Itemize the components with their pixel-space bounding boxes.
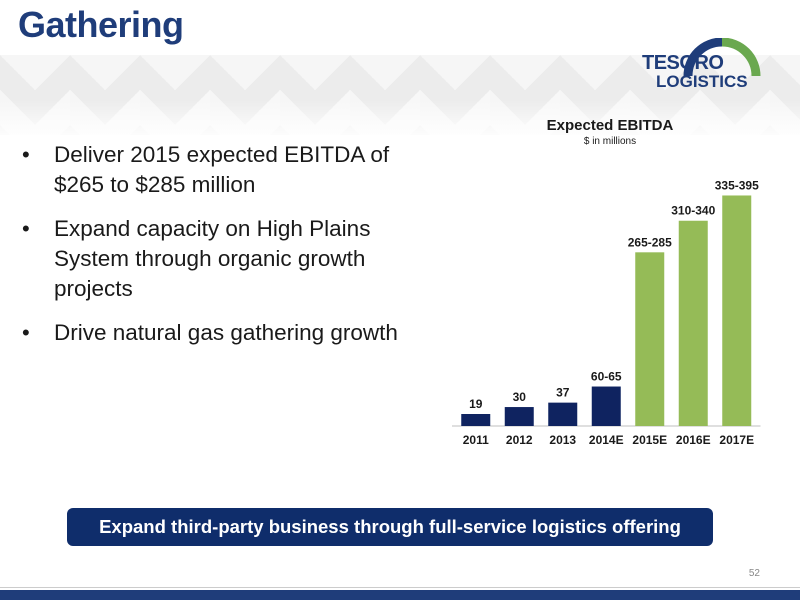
chart-title: Expected EBITDA bbox=[546, 117, 674, 134]
x-tick-label-2015E: 2015E bbox=[632, 433, 667, 447]
page-number: 52 bbox=[748, 568, 760, 579]
bullet-list: • Deliver 2015 expected EBITDA of $265 t… bbox=[20, 140, 440, 362]
data-label-2016E: 310-340 bbox=[671, 204, 715, 218]
bullet-text: Expand capacity on High Plains System th… bbox=[54, 216, 371, 301]
data-label-2017E: 335-395 bbox=[715, 178, 759, 192]
x-tick-label-2012: 2012 bbox=[506, 433, 533, 447]
bullet-text: Drive natural gas gathering growth bbox=[54, 320, 398, 345]
data-label-2014E: 60-65 bbox=[591, 370, 622, 384]
data-label-2015E: 265-285 bbox=[628, 235, 672, 249]
data-label-2012: 30 bbox=[513, 390, 527, 404]
bar-2013 bbox=[548, 402, 578, 426]
data-label-2011: 19 bbox=[469, 397, 483, 411]
bar-2011 bbox=[461, 414, 491, 426]
bullet-text: Deliver 2015 expected EBITDA of $265 to … bbox=[54, 142, 390, 197]
chart-subtitle: $ in millions bbox=[583, 136, 637, 147]
bullet-dot-icon: • bbox=[22, 216, 30, 241]
bar-2012 bbox=[504, 407, 534, 426]
ebitda-bar-chart: 19 2011 30 2012 37 2013 60-65 2014E 265-285 2015E… bbox=[452, 178, 761, 447]
bullet-item: • Drive natural gas gathering growth bbox=[20, 318, 440, 348]
x-tick-label-2017E: 2017E bbox=[719, 433, 754, 447]
company-logo: TESORO LOGISTICS bbox=[640, 38, 765, 92]
footer-bar bbox=[0, 590, 800, 600]
bullet-item: • Deliver 2015 expected EBITDA of $265 t… bbox=[20, 140, 440, 200]
bullet-dot-icon: • bbox=[22, 142, 30, 167]
x-tick-label-2014E: 2014E bbox=[589, 433, 624, 447]
bar-2016E bbox=[678, 220, 708, 426]
bullet-item: • Expand capacity on High Plains System … bbox=[20, 214, 440, 304]
x-tick-label-2011: 2011 bbox=[463, 433, 489, 447]
logo-wordmark-top: TESORO bbox=[642, 52, 724, 74]
bar-2015E bbox=[635, 252, 665, 426]
x-tick-label-2016E: 2016E bbox=[676, 433, 711, 447]
footer-divider bbox=[0, 587, 800, 588]
header-pattern-fade bbox=[0, 100, 800, 140]
logo-wordmark-bottom: LOGISTICS bbox=[656, 72, 748, 91]
bar-2014E bbox=[591, 386, 621, 426]
logo-arc-icon bbox=[683, 38, 761, 77]
bar-2017E bbox=[722, 195, 752, 426]
bullet-dot-icon: • bbox=[22, 320, 30, 345]
x-tick-label-2013: 2013 bbox=[549, 433, 576, 447]
data-label-2013: 37 bbox=[556, 386, 570, 400]
slide-title: Gathering bbox=[18, 4, 184, 45]
bottom-banner: Expand third-party business through full… bbox=[67, 508, 713, 546]
